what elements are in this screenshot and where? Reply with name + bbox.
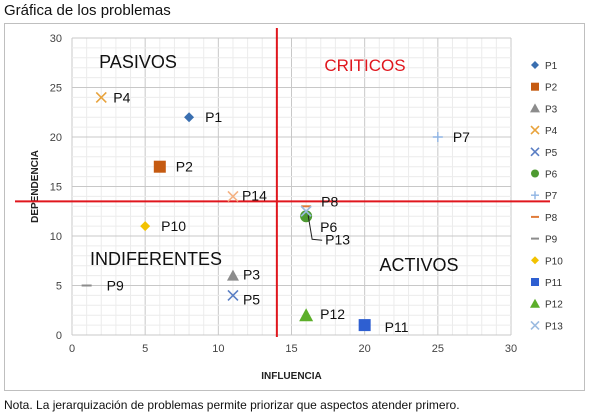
point-label-p10: P10 bbox=[161, 218, 186, 234]
point-label-p1: P1 bbox=[205, 109, 222, 125]
y-tick-label: 20 bbox=[50, 132, 62, 144]
point-p4 bbox=[95, 91, 107, 103]
point-label-p8: P8 bbox=[321, 193, 338, 209]
point-p14 bbox=[227, 190, 239, 202]
x-tick-label: 15 bbox=[285, 343, 297, 355]
point-label-p9: P9 bbox=[107, 278, 124, 294]
quadrant-label: INDIFERENTES bbox=[90, 249, 222, 269]
legend-label-p6: P6 bbox=[545, 170, 558, 181]
quadrant-label: CRITICOS bbox=[324, 56, 405, 75]
point-label-p2: P2 bbox=[176, 159, 193, 175]
legend-marker-p7 bbox=[531, 191, 539, 200]
legend-marker-p6 bbox=[531, 169, 539, 178]
point-p3 bbox=[226, 269, 239, 281]
chart-frame: 0 5 10 15 20 25 30 0 5 10 15 20 25 30 INFLUENCIA DEPEND… bbox=[4, 23, 585, 391]
y-tick-label: 5 bbox=[56, 281, 62, 293]
legend-label-p5: P5 bbox=[545, 148, 558, 159]
y-axis-label: DEPENDENCIA bbox=[30, 150, 41, 223]
figure-title: Gráfica de los problemas bbox=[4, 2, 171, 19]
x-tick-label: 30 bbox=[505, 343, 517, 355]
legend-label-p12: P12 bbox=[545, 300, 563, 311]
legend-marker-p2 bbox=[531, 82, 539, 91]
x-tick-label: 20 bbox=[359, 343, 371, 355]
legend-marker-p4 bbox=[530, 125, 540, 135]
x-axis-label: INFLUENCIA bbox=[261, 371, 322, 382]
legend-label-p9: P9 bbox=[545, 235, 558, 246]
legend-marker-p13 bbox=[530, 320, 540, 330]
legend-label-p13: P13 bbox=[545, 321, 563, 332]
figure-note: Nota. La jerarquización de problemas per… bbox=[4, 398, 460, 412]
legend-label-p11: P11 bbox=[545, 278, 562, 289]
point-p5 bbox=[227, 289, 239, 301]
y-tick-label: 25 bbox=[50, 83, 62, 95]
point-p7 bbox=[432, 132, 443, 142]
point-p1 bbox=[184, 112, 195, 123]
point-label-p12: P12 bbox=[320, 306, 345, 322]
y-tick-label: 0 bbox=[56, 330, 62, 342]
point-label-p11: P11 bbox=[385, 319, 409, 335]
legend-label-p8: P8 bbox=[545, 213, 558, 224]
scatter-chart: 0 5 10 15 20 25 30 0 5 10 15 20 25 30 INFLUENCIA DEPEND… bbox=[15, 28, 563, 382]
point-p13 bbox=[300, 205, 312, 217]
quadrant-label: ACTIVOS bbox=[379, 255, 458, 275]
legend-label-p2: P2 bbox=[545, 83, 558, 94]
x-tick-label: 5 bbox=[142, 343, 148, 355]
legend-marker-p12 bbox=[530, 298, 540, 308]
point-label-p13: P13 bbox=[325, 231, 350, 247]
leader-line-p13 bbox=[307, 215, 323, 241]
legend-label-p1: P1 bbox=[545, 61, 558, 72]
quadrant-label: PASIVOS bbox=[99, 52, 177, 72]
legend-marker-p10 bbox=[531, 256, 539, 265]
x-tick-label: 0 bbox=[69, 343, 75, 355]
x-tick-label: 25 bbox=[432, 343, 444, 355]
point-label-p14: P14 bbox=[242, 187, 267, 203]
legend-marker-p1 bbox=[531, 61, 539, 69]
point-p11 bbox=[358, 319, 371, 332]
legend-label-p4: P4 bbox=[545, 126, 558, 137]
point-p10 bbox=[140, 221, 151, 232]
point-label-p7: P7 bbox=[453, 129, 470, 145]
point-label-p5: P5 bbox=[243, 291, 260, 307]
point-label-p3: P3 bbox=[243, 267, 260, 283]
y-tick-label: 30 bbox=[50, 33, 62, 45]
legend-marker-p5 bbox=[530, 147, 540, 157]
point-p2 bbox=[153, 160, 166, 173]
point-p12 bbox=[299, 308, 314, 322]
point-label-p4: P4 bbox=[113, 89, 130, 105]
legend-label-p10: P10 bbox=[545, 256, 563, 267]
legend-marker-p3 bbox=[530, 103, 540, 113]
x-tick-label: 10 bbox=[212, 343, 224, 355]
point-label-p6: P6 bbox=[320, 219, 337, 235]
legend-label-p7: P7 bbox=[545, 191, 558, 202]
y-tick-label: 10 bbox=[50, 231, 62, 243]
y-tick-label: 15 bbox=[50, 182, 62, 194]
legend-marker-p11 bbox=[531, 278, 539, 286]
legend-label-p3: P3 bbox=[545, 104, 558, 115]
